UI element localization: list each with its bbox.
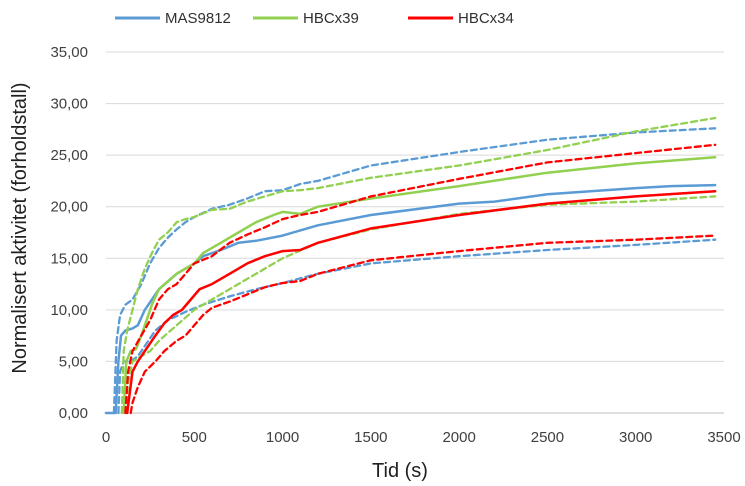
y-axis-title: Normalisert aktivitet (forholdstall) [9, 82, 31, 373]
series-line-hbcx34-upper [124, 143, 717, 415]
y-tick-label: 10,00 [50, 302, 88, 319]
y-tick-label: 30,00 [50, 96, 88, 113]
x-tick-label: 2500 [531, 429, 564, 446]
x-tick-label: 1500 [354, 429, 387, 446]
series-lines [104, 116, 717, 415]
series-line-mas9812-upper [112, 127, 717, 415]
y-tick-label: 35,00 [50, 44, 88, 61]
x-tick-label: 3000 [619, 429, 652, 446]
series-line-hbcx39-upper [120, 116, 717, 415]
y-tick-label: 15,00 [50, 250, 88, 267]
gridlines [106, 51, 724, 414]
series-line-hbcx39-lower [124, 195, 717, 415]
x-axis-title: Tid (s) [372, 460, 428, 482]
legend-label: MAS9812 [165, 10, 231, 27]
series-line-mas9812 [104, 183, 717, 415]
legend: MAS9812 HBCx39 HBCx34 [115, 10, 514, 27]
series-line-mas9812-lower [117, 238, 717, 415]
series-line-hbcx34-lower [129, 234, 717, 415]
y-tick-label: 0,00 [59, 405, 88, 422]
x-tick-label: 0 [102, 429, 110, 446]
series-line-hbcx34 [125, 189, 717, 415]
y-tick-labels: 0,00 5,00 10,00 15,00 20,00 25,00 30,00 35,00 [50, 44, 88, 422]
x-tick-label: 500 [182, 429, 207, 446]
x-tick-label: 3500 [707, 429, 740, 446]
y-tick-label: 25,00 [50, 147, 88, 164]
series-line-hbcx39 [122, 155, 717, 415]
legend-label: HBCx39 [303, 10, 359, 27]
x-tick-label: 1000 [266, 429, 299, 446]
legend-label: HBCx34 [458, 10, 514, 27]
y-tick-label: 20,00 [50, 199, 88, 216]
x-tick-labels: 0 500 1000 1500 2000 2500 3000 3500 [102, 429, 741, 446]
x-tick-label: 2000 [442, 429, 475, 446]
y-tick-label: 5,00 [59, 353, 88, 370]
